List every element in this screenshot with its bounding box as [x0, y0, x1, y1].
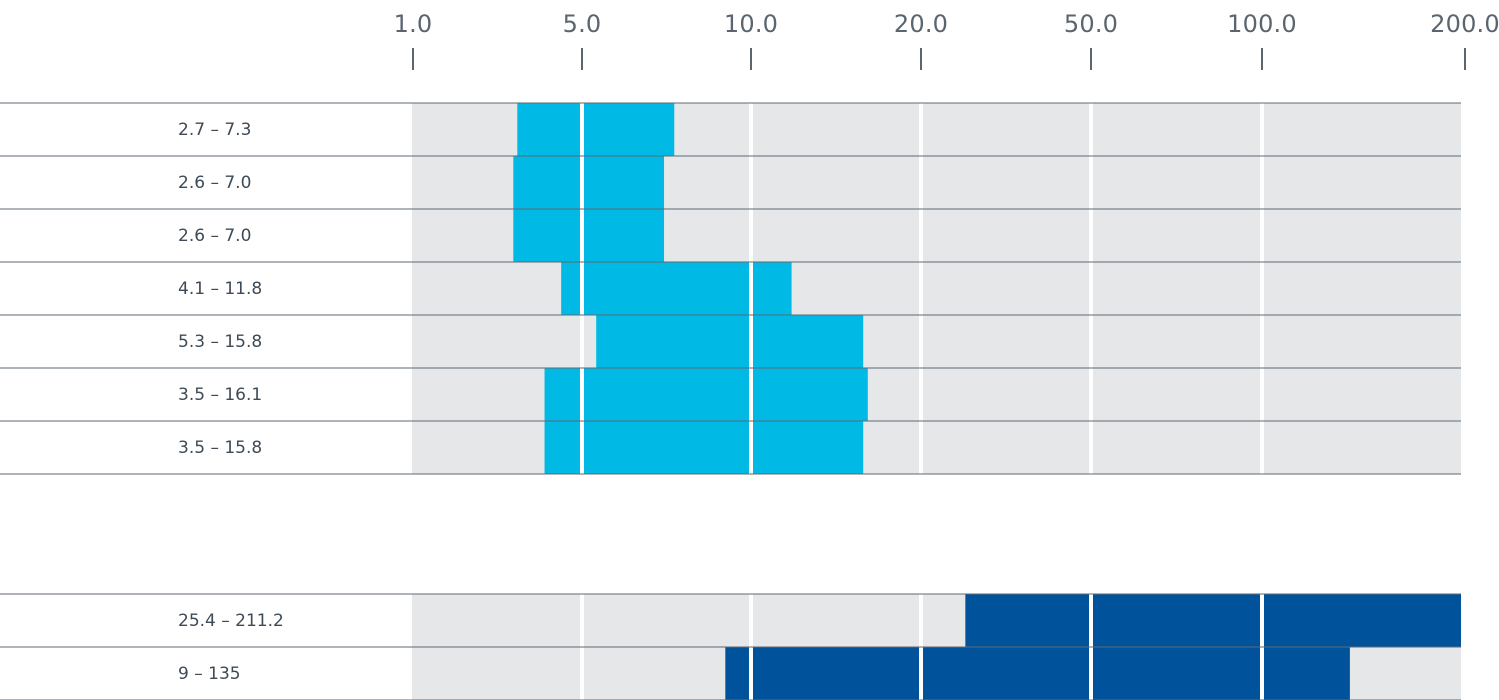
x-tick-mark [1261, 48, 1263, 70]
x-tick-mark [1090, 48, 1092, 70]
range-bar [513, 156, 665, 209]
range-label: 25.4 – 211.2 [178, 610, 284, 631]
range-label: 9 – 135 [178, 663, 241, 684]
x-tick-label: 20.0 [893, 10, 949, 38]
x-tick-label: 100.0 [1227, 10, 1297, 38]
range-label: 2.6 – 7.0 [178, 225, 252, 246]
x-axis: 1.0 5.0 10.0 20.0 50.0 100.0 200.0 [0, 0, 1499, 80]
x-tick-mark [1464, 48, 1466, 70]
range-label: 5.3 – 15.8 [178, 331, 263, 352]
x-tick-mark [750, 48, 752, 70]
x-tick-mark [581, 48, 583, 70]
range-bar [725, 647, 1350, 700]
range-label: 2.6 – 7.0 [178, 172, 252, 193]
x-tick-mark [412, 48, 414, 70]
range-bar [561, 262, 792, 315]
range-bar [965, 594, 1461, 647]
x-tick-label: 1.0 [393, 10, 433, 38]
range-bar [544, 421, 864, 474]
range-label: 2.7 – 7.3 [178, 119, 252, 140]
range-bar [596, 315, 864, 368]
range-bar [544, 368, 868, 421]
range-bar [517, 103, 675, 156]
range-label: 3.5 – 16.1 [178, 384, 263, 405]
x-tick-label: 10.0 [723, 10, 779, 38]
x-tick-label: 50.0 [1063, 10, 1119, 38]
x-tick-label: 5.0 [562, 10, 602, 38]
range-label: 3.5 – 15.8 [178, 437, 263, 458]
range-label: 4.1 – 11.8 [178, 278, 263, 299]
x-tick-mark [920, 48, 922, 70]
x-tick-label: 200.0 [1430, 10, 1499, 38]
range-bar [513, 209, 665, 262]
